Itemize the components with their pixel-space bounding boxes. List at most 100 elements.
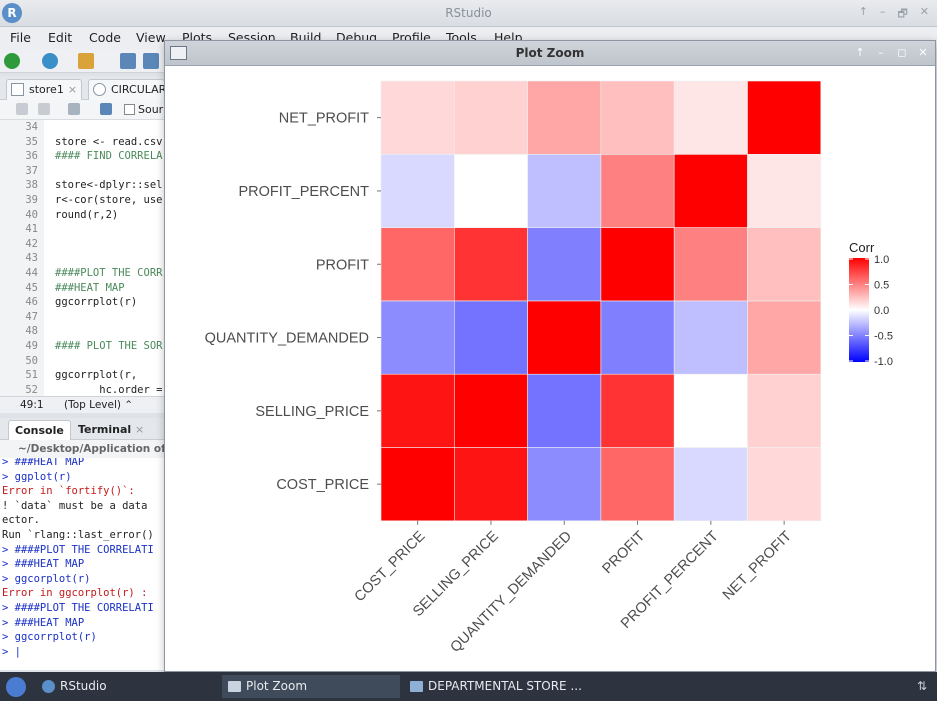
tab-store1[interactable]: store1 × bbox=[6, 79, 82, 100]
source-on-save-label: Sour bbox=[138, 103, 164, 116]
taskbar-item-rstudio[interactable]: RStudio bbox=[36, 675, 216, 698]
heatmap-cell bbox=[453, 227, 528, 302]
line-number: 49 bbox=[25, 340, 38, 352]
menu-code[interactable]: Code bbox=[89, 30, 122, 45]
menu-file[interactable]: File bbox=[10, 30, 31, 45]
taskbar: RStudio Plot Zoom DEPARTMENTAL STORE ... bbox=[0, 672, 937, 701]
line-number: 45 bbox=[25, 281, 38, 294]
close-tab-icon[interactable]: × bbox=[67, 83, 78, 96]
new-file-icon[interactable] bbox=[4, 53, 20, 69]
y-tick-label: COST_PRICE bbox=[276, 477, 369, 493]
window-icon bbox=[228, 681, 241, 692]
console-line: ! `data` must be a data bbox=[2, 499, 148, 512]
heatmap-cell bbox=[527, 154, 602, 228]
heatmap-cell bbox=[453, 154, 528, 228]
start-menu-icon[interactable] bbox=[6, 677, 26, 697]
show-in-window-icon[interactable] bbox=[68, 103, 80, 115]
pz-maximize-button[interactable]: ◻ bbox=[897, 46, 907, 59]
line-number: 48 bbox=[25, 325, 38, 338]
line-number: 41 bbox=[25, 223, 38, 236]
heatmap-cell bbox=[380, 300, 455, 375]
code-text: store<-dplyr::sel bbox=[55, 179, 163, 192]
pz-always-on-top-button[interactable]: ↑ bbox=[855, 46, 865, 59]
code-text: r<-cor(store, use bbox=[55, 194, 163, 206]
heatmap-cell bbox=[380, 80, 455, 155]
save-file-icon[interactable] bbox=[100, 103, 112, 115]
menu-edit[interactable]: Edit bbox=[48, 30, 73, 45]
cursor-position: 49:1 bbox=[20, 399, 44, 411]
restore-button[interactable]: 🗗 bbox=[897, 7, 908, 20]
menu-view[interactable]: View bbox=[136, 30, 166, 45]
pz-close-button[interactable]: ✕ bbox=[918, 46, 928, 59]
correlation-heatmap: COST_PRICE SELLING_PRICE QUANTITY_DEMANDED… bbox=[205, 80, 893, 656]
main-toolbar bbox=[0, 49, 165, 73]
heatmap-cell bbox=[673, 227, 748, 302]
console-line: > ggplot(r) bbox=[2, 470, 72, 483]
line-number: 46 bbox=[25, 296, 38, 309]
tab-circular[interactable]: CIRCULAR bbox=[88, 79, 165, 100]
line-number: 34 bbox=[25, 121, 38, 133]
heatmap-cell bbox=[527, 300, 602, 375]
window-controls: ↑ – 🗗 ✕ bbox=[859, 5, 929, 24]
heatmap-cell bbox=[600, 373, 675, 448]
heatmap-cell bbox=[527, 373, 602, 448]
heatmap-cell bbox=[673, 300, 748, 375]
tab-terminal[interactable]: Terminal × bbox=[78, 423, 145, 436]
legend-tick-label: 0.5 bbox=[874, 280, 889, 292]
source-toolbar: Sour bbox=[0, 100, 165, 120]
line-number: 43 bbox=[25, 252, 38, 265]
legend-tick-label: -1.0 bbox=[874, 356, 893, 368]
scope-selector[interactable]: (Top Level) ⌃ bbox=[64, 399, 134, 411]
console-output[interactable]: > ###HEAT MAP > ggplot(r) Error in `fortif… bbox=[0, 458, 165, 670]
code-editor[interactable]: 34 35 store <- read.csv 36 #### FIND CORRELA… bbox=[0, 120, 165, 396]
close-terminal-icon[interactable]: × bbox=[135, 423, 145, 436]
heatmap-cell bbox=[673, 373, 748, 448]
x-tick-label: QUANTITY_DEMANDED bbox=[448, 528, 576, 656]
y-tick-label: NET_PROFIT bbox=[279, 111, 369, 127]
console-line: > ggcorplot(r) bbox=[2, 572, 91, 585]
dataset-icon bbox=[11, 83, 24, 96]
y-tick-label: PROFIT_PERCENT bbox=[238, 184, 369, 200]
code-text: #### PLOT THE SOR bbox=[55, 340, 163, 352]
minimize-button[interactable]: – bbox=[879, 5, 886, 18]
close-button[interactable]: ✕ bbox=[919, 5, 929, 18]
console-tab-bar: Console Terminal × bbox=[0, 418, 165, 440]
y-tick-label: PROFIT bbox=[316, 257, 369, 273]
always-on-top-button[interactable]: ↑ bbox=[858, 5, 868, 18]
console-line: > ggcorrplot(r) bbox=[2, 631, 97, 644]
save-all-icon[interactable] bbox=[143, 53, 159, 69]
code-text: round(r,2) bbox=[55, 208, 119, 221]
taskbar-item-departmental-store[interactable]: DEPARTMENTAL STORE ... bbox=[404, 675, 604, 698]
line-number: 40 bbox=[25, 208, 38, 221]
plot-zoom-titlebar[interactable]: Plot Zoom ↑ – ◻ ✕ bbox=[165, 41, 935, 66]
back-icon[interactable] bbox=[16, 103, 28, 115]
code-text: #### FIND CORRELA bbox=[55, 150, 163, 163]
console-line: Error in `fortify()`: bbox=[2, 485, 135, 498]
new-project-icon[interactable] bbox=[42, 53, 58, 69]
heatmap-cell bbox=[600, 80, 675, 155]
open-file-icon[interactable] bbox=[78, 53, 94, 69]
rstudio-logo-icon: R bbox=[2, 3, 22, 23]
heatmap-cell bbox=[673, 80, 748, 155]
console-line: > ####PLOT THE CORRELATI bbox=[2, 602, 154, 614]
line-number: 38 bbox=[25, 179, 38, 192]
tab-console[interactable]: Console bbox=[8, 420, 71, 440]
x-tick-label: PROFIT bbox=[599, 528, 648, 577]
console-line: > ####PLOT THE CORRELATI bbox=[2, 543, 154, 556]
heatmap-cell bbox=[673, 154, 748, 228]
console-line: > ###HEAT MAP bbox=[2, 558, 85, 571]
network-tray-icon[interactable]: ⇅ bbox=[916, 679, 927, 693]
heatmap-cell bbox=[600, 154, 675, 228]
line-number: 36 bbox=[25, 150, 38, 163]
line-gutter bbox=[0, 120, 44, 396]
heatmap-cell bbox=[600, 300, 675, 375]
forward-icon[interactable] bbox=[38, 103, 50, 115]
legend-title: Corr bbox=[849, 240, 875, 255]
pz-minimize-button[interactable]: – bbox=[878, 46, 884, 59]
window-title: RStudio bbox=[445, 6, 492, 20]
heatmap-cell bbox=[453, 373, 528, 448]
line-number: 39 bbox=[25, 194, 38, 206]
taskbar-item-plot-zoom[interactable]: Plot Zoom bbox=[222, 675, 400, 698]
source-on-save-checkbox[interactable] bbox=[124, 104, 135, 115]
save-icon[interactable] bbox=[120, 53, 136, 69]
